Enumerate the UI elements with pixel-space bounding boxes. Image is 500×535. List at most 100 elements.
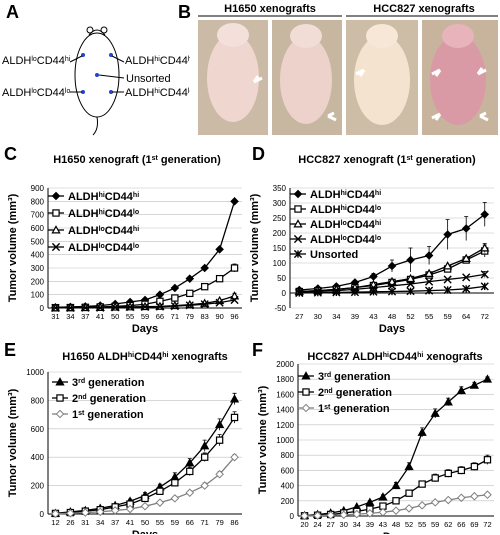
chart-f-x-tick-label: 34 [353, 520, 361, 529]
chart-e-data-point [66, 508, 75, 518]
chart-f-data-point [365, 497, 375, 506]
chart-f-x-tick-label: 30 [340, 520, 348, 529]
chart-c-y-tick-label: 500 [31, 237, 45, 246]
chart-d-data-point [424, 251, 434, 260]
chart-c-x-axis-label: Days [132, 323, 158, 335]
chart-f-x-tick-label: 48 [392, 520, 400, 529]
chart-d-data-point [443, 275, 452, 284]
chart-c-title: H1650 xenograft (1st generation) [53, 154, 221, 166]
chart-d-data-point [350, 288, 360, 297]
chart-d-data-point [480, 243, 490, 252]
chart-e-data-point [200, 481, 209, 490]
pointer-arrow [98, 74, 125, 79]
injection-site-dot [95, 73, 99, 77]
chart-c-data-point [200, 282, 209, 291]
chart-f-legend-marker [301, 371, 311, 380]
chart-d-x-tick-label: 48 [388, 312, 396, 321]
chart-e-data-point [51, 509, 60, 519]
chart-d-data-point [443, 285, 452, 295]
pointer-arrow [69, 55, 83, 63]
chart-d-data-point [369, 272, 378, 281]
label-aldh-hi-cd44-hi: ALDHhiCD44hi [125, 55, 190, 67]
chart-d-data-point [387, 287, 397, 296]
chart-c-x-tick-label: 59 [141, 312, 149, 321]
chart-f-y-tick-label: 0 [290, 512, 295, 521]
chart-d-x-tick-label: 27 [295, 312, 303, 321]
chart-f-data-point [418, 480, 426, 488]
chart-c-data-point [215, 298, 224, 307]
chart-d-data-point [480, 270, 489, 279]
chart-d-data-point [387, 261, 397, 271]
chart-d-data-point [405, 273, 416, 283]
chart-d-legend-label: ALDHhiCD44lo [310, 204, 381, 216]
chart-e-x-tick-label: 12 [51, 518, 59, 527]
chart-c-data-point [230, 197, 239, 206]
chart-e: H1650 ALDHhiCD44hi xenografts 0 200 400 600 8… [7, 351, 242, 534]
chart-d-data-point [332, 288, 341, 297]
chart-e-data-point [141, 494, 149, 503]
chart-d-y-tick-label: 300 [273, 199, 287, 208]
chart-d-x-tick-label: 59 [443, 312, 451, 321]
chart-d-data-point [387, 276, 397, 286]
chart-d-x-tick-label: 64 [462, 312, 470, 321]
chart-e-data-point [215, 469, 224, 479]
chart-f-data-point [457, 493, 466, 503]
chart-d-data-point [295, 288, 304, 298]
chart-f-data-point [456, 385, 466, 395]
chart-c-legend-entry: ALDHloCD44lo [48, 242, 139, 254]
mouse-photo-1 [198, 20, 268, 135]
chart-f-x-axis-label: Days [383, 531, 409, 534]
hcc827-photo-title: HCC827 xenografts [373, 3, 474, 15]
chart-f-x-tick-label: 69 [470, 520, 478, 529]
chart-d-y-tick-label: 150 [273, 244, 287, 253]
chart-d-data-point [406, 255, 415, 265]
chart-c-legend-entry: ALDHhiCD44hi [48, 191, 139, 203]
chart-c-y-tick-label: 600 [31, 224, 45, 233]
chart-d-legend-label: ALDHloCD44lo [310, 234, 381, 246]
chart-c-x-tick-label: 37 [81, 312, 89, 321]
chart-c-data-point [215, 274, 224, 283]
chart-f-y-tick-label: 1800 [276, 375, 294, 384]
chart-e-data-point [186, 467, 194, 476]
chart-e-data-point [185, 488, 195, 498]
chart-f-legend-entry: 1st generation [298, 403, 390, 415]
chart-d-legend-entry: ALDHhiCD44hi [290, 189, 381, 201]
panel-letter-e: E [4, 340, 17, 360]
chart-d-x-tick-label: 52 [406, 312, 414, 321]
chart-d-y-tick-label: 50 [277, 274, 286, 283]
chart-e-data-point [110, 506, 120, 515]
chart-f-y-tick-label: 800 [281, 451, 295, 460]
panel-letter-d: D [252, 144, 265, 164]
chart-c-legend-label: ALDHloCD44hi [68, 225, 139, 237]
chart-c-data-point [170, 302, 179, 311]
chart-f-x-tick-label: 43 [379, 520, 387, 529]
chart-e-data-point [170, 494, 180, 503]
chart-c-data-point [230, 264, 239, 272]
chart-c-legend-entry: ALDHhiCD44lo [48, 208, 139, 220]
chart-d-legend-marker [293, 219, 303, 228]
chart-c-legend-marker [51, 191, 61, 201]
label-aldh-lo-cd44-hi: ALDHloCD44hi [2, 55, 71, 67]
chart-c-legend-marker [51, 225, 61, 234]
chart-f: HCC827 ALDHhiCD44hi xenografts 0 200 400 600… [257, 351, 494, 534]
chart-c-data-point [200, 263, 209, 273]
chart-c-data-point [66, 303, 75, 312]
chart-d-data-point [369, 287, 378, 296]
chart-f-data-point [431, 474, 439, 482]
chart-d-x-tick-label: 72 [481, 312, 489, 321]
chart-c-x-tick-label: 83 [201, 312, 209, 321]
chart-d-y-tick-label: -50 [274, 304, 286, 313]
chart-f-legend-label: 2nd generation [318, 387, 392, 399]
chart-f-data-point [417, 501, 427, 510]
chart-f-y-tick-label: 1400 [276, 406, 294, 415]
chart-f-data-point [378, 492, 388, 501]
chart-f-y-tick-label: 1600 [276, 390, 294, 399]
chart-f-data-point [417, 427, 427, 436]
chart-d-y-tick-label: 0 [282, 289, 287, 298]
chart-e-data-point [229, 394, 240, 403]
chart-c-x-tick-label: 55 [126, 312, 134, 321]
chart-f-y-tick-label: 200 [281, 497, 295, 506]
chart-d-legend-marker [293, 234, 303, 244]
chart-f-data-point [352, 509, 362, 519]
chart-f-data-point [378, 507, 388, 517]
